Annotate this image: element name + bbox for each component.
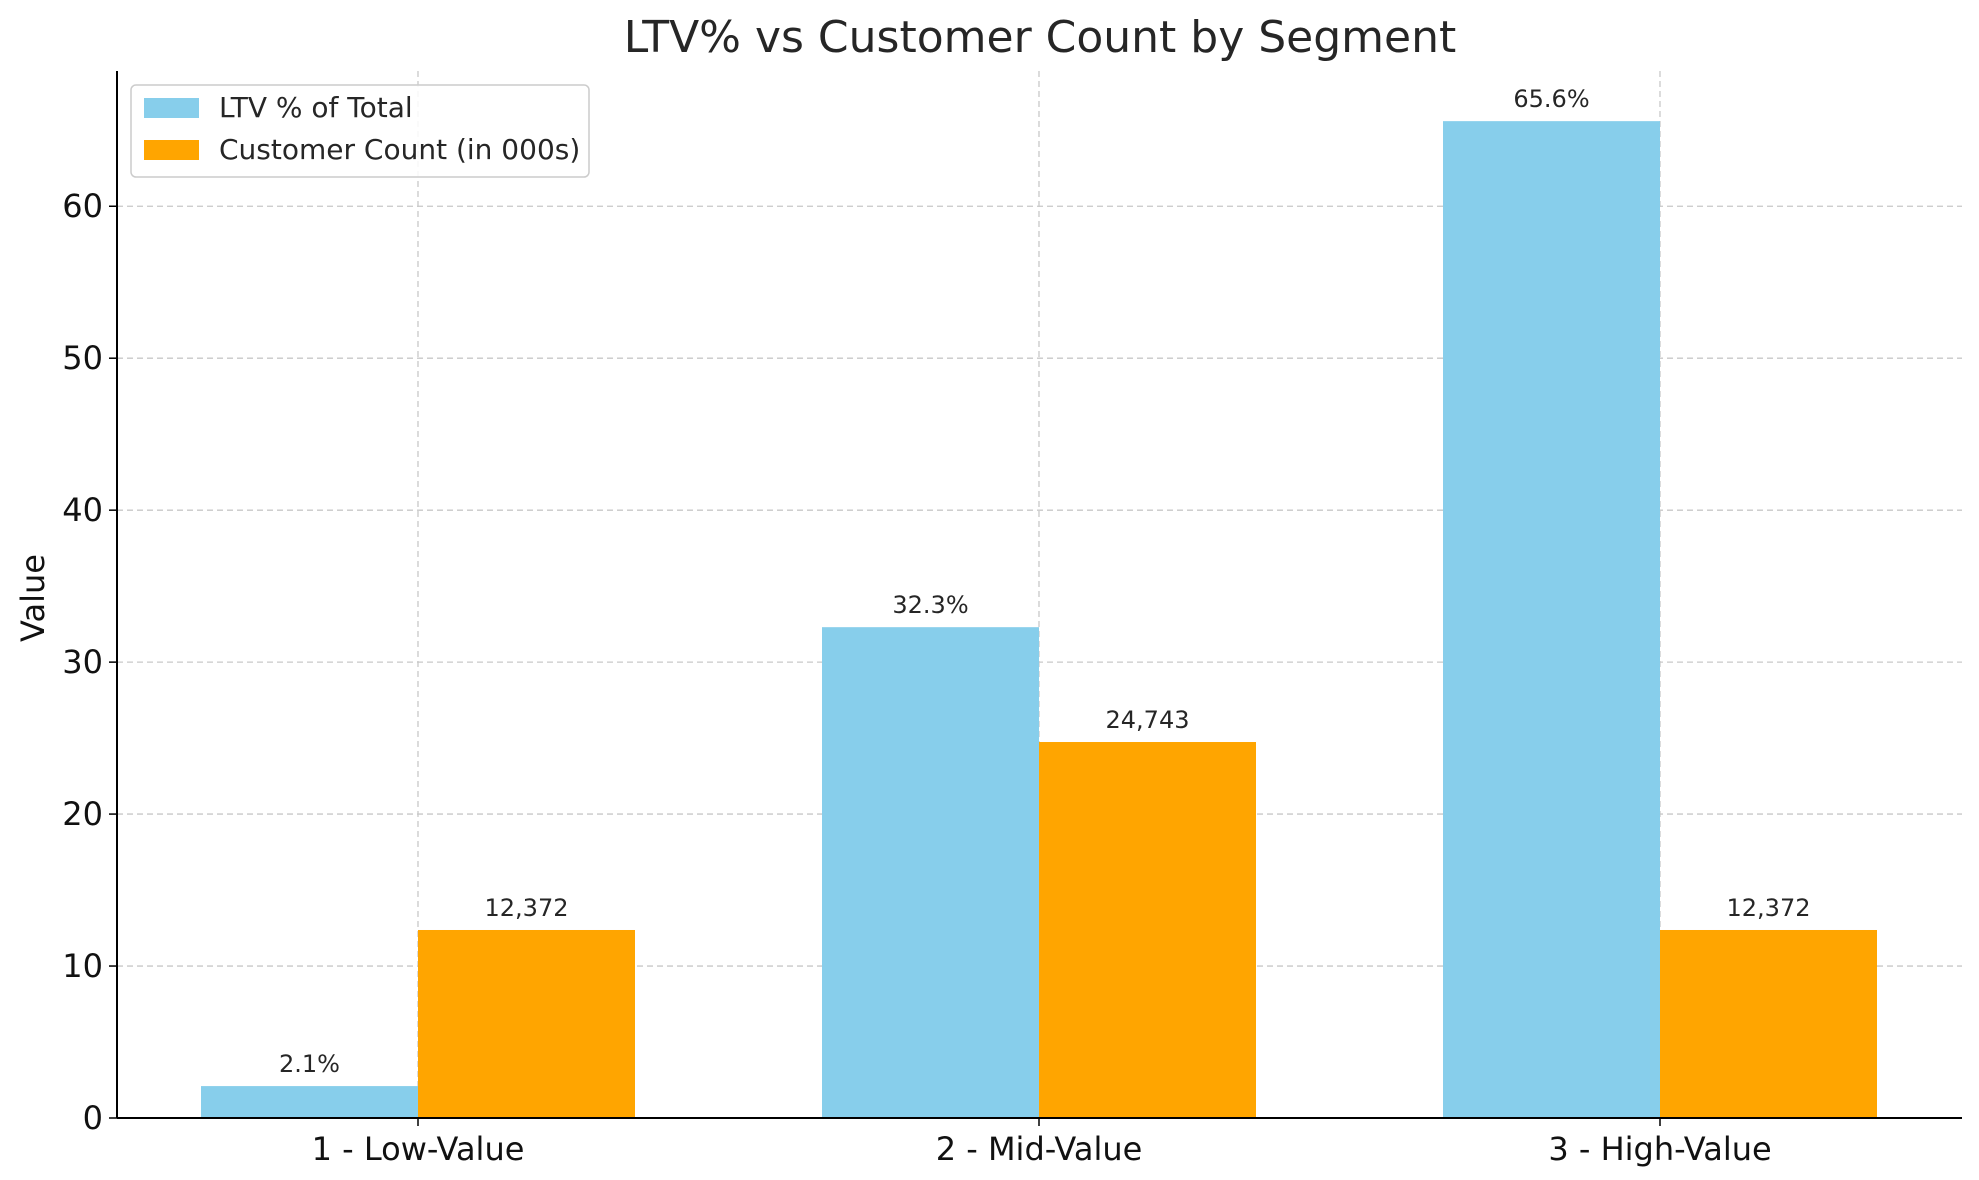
- bar-ltv: [201, 1086, 418, 1118]
- bar-ltv: [1443, 121, 1660, 1118]
- y-tick-label: 50: [62, 339, 103, 377]
- legend-label: LTV % of Total: [219, 91, 413, 124]
- legend-box: [130, 84, 590, 178]
- y-tick-label: 40: [62, 491, 103, 529]
- bars: [201, 121, 1877, 1118]
- bar-customer-count: [1660, 929, 1877, 1118]
- x-tick-label: 1 - Low-Value: [312, 1130, 525, 1168]
- y-tick-label: 30: [62, 643, 103, 681]
- bar-ltv: [822, 627, 1039, 1118]
- legend: LTV % of Total Customer Count (in 000s): [130, 84, 590, 178]
- legend-swatch: [144, 98, 199, 118]
- x-tick-label: 2 - Mid-Value: [936, 1130, 1143, 1168]
- y-axis-label: Value: [14, 554, 52, 642]
- legend-label: Customer Count (in 000s): [219, 133, 580, 166]
- y-tick-label: 10: [62, 947, 103, 985]
- tick-labels: 0 10 20 30 40 50 60 1 - Low-Value 2 - Mid-Value 3…: [62, 187, 1771, 1168]
- y-tick-label: 60: [62, 187, 103, 225]
- data-label: 12,372: [1727, 894, 1811, 922]
- data-label: 32.3%: [892, 591, 968, 619]
- chart-title: LTV% vs Customer Count by Segment: [624, 12, 1457, 63]
- data-label: 24,743: [1106, 706, 1190, 734]
- data-label: 2.1%: [279, 1050, 340, 1078]
- y-tick-label: 20: [62, 795, 103, 833]
- y-tick-label: 0: [83, 1099, 103, 1137]
- x-tick-label: 3 - High-Value: [1548, 1130, 1771, 1168]
- bar-customer-count: [1039, 742, 1256, 1118]
- data-labels: 2.1% 32.3% 65.6% 12,372 24,743 12,372: [279, 85, 1810, 1078]
- data-label: 12,372: [485, 894, 569, 922]
- bar-customer-count: [418, 929, 635, 1118]
- data-label: 65.6%: [1513, 85, 1589, 113]
- legend-swatch: [144, 140, 199, 160]
